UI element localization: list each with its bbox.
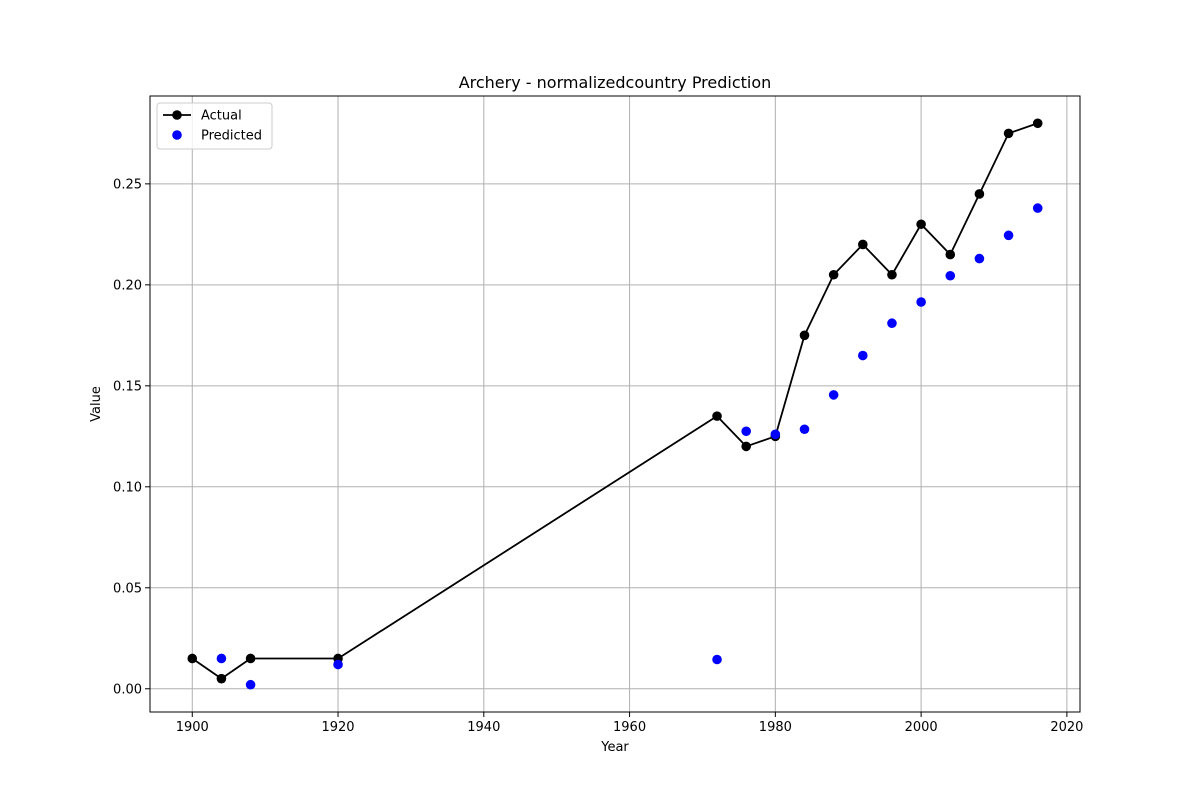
chart-title: Archery - normalizedcountry Prediction — [459, 73, 772, 92]
data-point-predicted — [916, 297, 926, 307]
x-tick-label: 1980 — [759, 720, 792, 735]
y-tick-label: 0.10 — [113, 480, 142, 495]
data-point-actual — [712, 411, 722, 421]
plot-area — [149, 95, 1081, 713]
axis-ticks: 1900 1920 1940 1960 1980 2000 2020 0.00 0.05 0.10… — [113, 177, 1083, 735]
data-point-predicted — [770, 429, 781, 440]
legend-label-predicted: Predicted — [201, 129, 262, 144]
x-tick-label: 1920 — [321, 720, 354, 735]
data-point-actual — [858, 239, 868, 250]
data-point-predicted — [741, 426, 751, 437]
data-point-actual — [245, 653, 256, 664]
data-point-predicted — [1003, 230, 1014, 241]
legend: Actual Predicted — [156, 102, 273, 150]
series-predicted — [216, 203, 1043, 690]
y-tick-label: 0.15 — [113, 379, 142, 394]
data-point-actual — [828, 269, 839, 280]
data-point-predicted — [887, 318, 897, 329]
data-point-actual — [974, 189, 985, 199]
data-point-predicted — [858, 350, 868, 361]
y-tick-label: 0.00 — [113, 682, 142, 697]
data-point-predicted — [712, 654, 722, 665]
data-point-predicted — [245, 679, 256, 690]
x-axis-label: Year — [600, 740, 629, 755]
x-tick-label: 1940 — [467, 720, 500, 735]
data-point-predicted — [974, 253, 985, 264]
y-tick-label: 0.25 — [113, 177, 142, 192]
data-point-predicted — [1032, 203, 1043, 213]
data-point-predicted — [799, 424, 810, 435]
data-point-actual — [741, 441, 751, 452]
series — [187, 118, 1043, 690]
data-point-actual — [216, 673, 227, 684]
x-tick-label: 1900 — [176, 720, 209, 735]
data-point-predicted — [333, 659, 343, 670]
series-actual — [187, 118, 1043, 684]
x-tick-label: 2020 — [1050, 720, 1083, 735]
data-point-actual — [1003, 128, 1014, 139]
data-point-actual — [945, 249, 956, 260]
grid — [150, 96, 1080, 712]
data-point-actual — [799, 330, 810, 341]
data-point-predicted — [828, 390, 839, 400]
y-axis-label: Value — [89, 386, 104, 422]
data-point-actual — [187, 653, 198, 664]
legend-marker-predicted — [172, 130, 182, 140]
data-point-predicted — [216, 653, 227, 664]
y-tick-label: 0.20 — [113, 278, 142, 293]
x-tick-label: 2000 — [905, 720, 938, 735]
y-tick-label: 0.05 — [113, 581, 142, 596]
legend-marker-actual — [172, 110, 182, 120]
legend-label-actual: Actual — [201, 109, 242, 124]
data-point-actual — [916, 219, 926, 230]
x-tick-label: 1960 — [613, 720, 646, 735]
series-line-actual — [191, 122, 1039, 680]
data-point-actual — [887, 269, 897, 280]
data-point-actual — [1032, 118, 1043, 129]
data-point-predicted — [945, 270, 956, 281]
